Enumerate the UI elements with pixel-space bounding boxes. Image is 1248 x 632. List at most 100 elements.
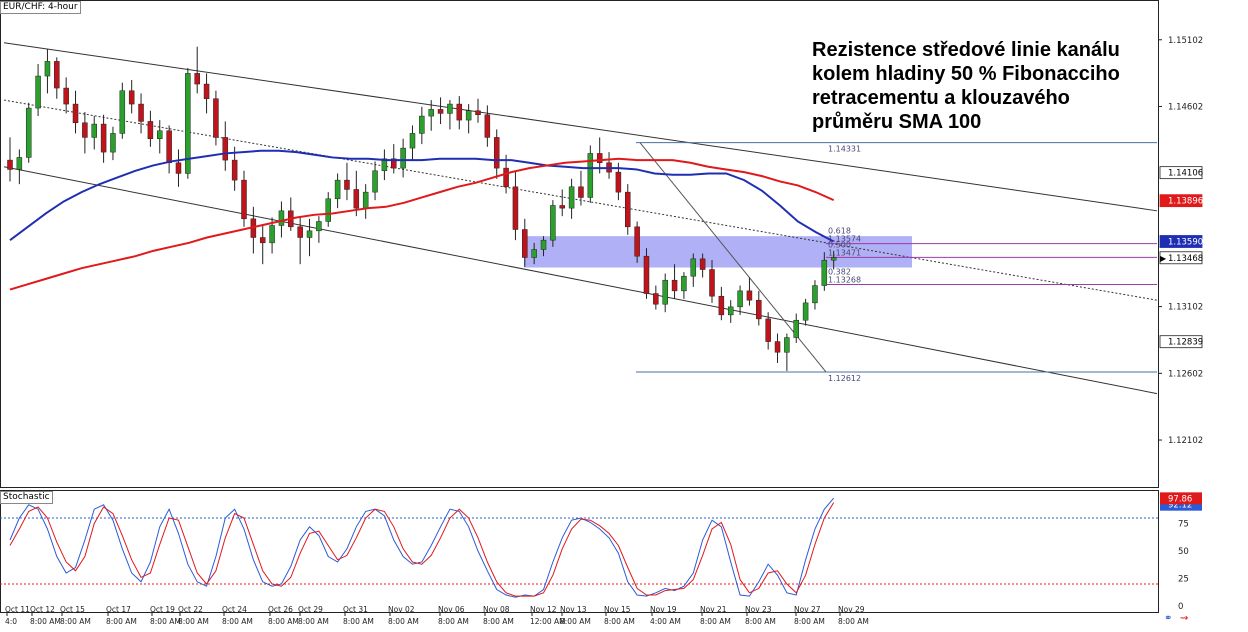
x-subtick-label: 8:00 AM [438, 617, 469, 626]
zone-layer [524, 236, 912, 268]
candle-body [550, 205, 556, 241]
stochastic-layer [0, 497, 1158, 598]
candle-body [372, 170, 378, 193]
candle-body [35, 75, 41, 109]
candle-body [540, 239, 547, 250]
y-tick-label: 1.13102 [1168, 303, 1203, 313]
x-subtick-label: 8:00 AM [150, 617, 181, 626]
candle-body [203, 83, 210, 99]
candle-body [100, 123, 107, 153]
stochastic-value-box [1160, 492, 1202, 505]
candle-body [821, 259, 828, 286]
candle-body [746, 290, 753, 301]
candle-body [72, 103, 79, 124]
annotation-line: průměru SMA 100 [812, 111, 982, 133]
x-tick-label: Oct 17 [106, 605, 131, 614]
x-subtick-label: 8:00 AM [298, 617, 329, 626]
candle-body [44, 61, 51, 77]
candle-body [316, 221, 322, 232]
price-tag-box [1159, 235, 1203, 248]
x-tick-label: Nov 02 [388, 605, 415, 614]
candle-body [662, 279, 668, 305]
candle-body [447, 103, 453, 114]
x-tick-label: Oct 12 [30, 605, 55, 614]
price-tag-label: 1.12839 [1168, 338, 1203, 348]
stochastic-title: Stochastic [0, 491, 53, 504]
x-subtick-label: 4:0 [5, 617, 17, 626]
x-subtick-label: 8:00 AM [178, 617, 209, 626]
candle-body [128, 90, 135, 105]
price-panel-frame [0, 0, 1159, 488]
candle-body [362, 191, 369, 209]
price-tag-box [1159, 194, 1203, 208]
x-tick-label: Nov 06 [438, 605, 465, 614]
stochastic-tick-label: 25 [1178, 575, 1189, 585]
price-tag-box [1159, 166, 1203, 180]
candle-body [578, 186, 584, 198]
channel-upper-line [3, 42, 1158, 212]
x-tick-label: Nov 21 [700, 605, 727, 614]
candle-body [690, 258, 697, 277]
x-subtick-label: 8:00 AM [483, 617, 514, 626]
y-tick-label: 1.12602 [1168, 369, 1203, 379]
candle-body [269, 225, 275, 244]
candle-body [568, 186, 575, 209]
x-subtick-label: 8:00 AM [60, 617, 91, 626]
candle-body [737, 290, 743, 308]
candle-body [774, 341, 781, 353]
x-subtick-label: 8:00 AM [838, 617, 869, 626]
candle-body [297, 226, 303, 238]
candle-body [231, 159, 238, 181]
candle-body [409, 133, 416, 149]
x-tick-label: Oct 31 [343, 605, 368, 614]
stochastic-tick-label: 0 [1178, 602, 1183, 612]
candle-body [428, 109, 434, 117]
candle-body [110, 133, 116, 153]
x-subtick-label: 8:00 AM [343, 617, 374, 626]
candle-body [559, 205, 565, 209]
candle-body [259, 237, 266, 244]
candle-body [625, 191, 631, 228]
fib-price-label: 1.12612 [828, 374, 861, 383]
candle-body [91, 123, 97, 138]
candle-body [306, 230, 313, 238]
candle-body [465, 110, 472, 121]
x-tick-label: Nov 13 [560, 605, 587, 614]
candle-body [63, 87, 69, 105]
close-chart-icon[interactable]: ⇝ [1180, 613, 1189, 624]
candle-body [185, 73, 191, 174]
stochastic-value-label: 92.12 [1168, 501, 1192, 511]
x-tick-label: Nov 23 [745, 605, 772, 614]
stochastic-panel-frame [0, 490, 1159, 613]
y-tick-label: 1.14602 [1168, 102, 1203, 112]
candle-body [653, 293, 659, 305]
candle-body [353, 189, 360, 209]
x-tick-label: Oct 19 [150, 605, 175, 614]
candle-body [325, 198, 331, 222]
candle-body [522, 229, 528, 258]
candle-body [709, 269, 715, 297]
price-tag-label: 1.14106 [1168, 169, 1203, 179]
channel-lower-line [3, 166, 1158, 395]
annotation-line: kolem hladiny 50 % Fibonacciho [812, 63, 1120, 85]
candle-body [157, 130, 163, 140]
x-subtick-label: 8:00 AM [700, 617, 731, 626]
x-subtick-label: 8:00 AM [560, 617, 591, 626]
candle-body [765, 318, 771, 342]
price-tag-box [1159, 335, 1203, 349]
fib-ratio-label: 0.618 [828, 227, 851, 236]
x-tick-label: Oct 22 [178, 605, 203, 614]
x-tick-label: Oct 15 [60, 605, 85, 614]
moving-average-layer [9, 149, 835, 291]
x-subtick-label: 8:00 AM [268, 617, 299, 626]
price-tag-label: 1.13468 [1168, 254, 1203, 264]
settings-icon[interactable]: ⚭ [1164, 613, 1173, 624]
candle-body [241, 179, 247, 220]
x-tick-label: Oct 29 [298, 605, 323, 614]
candle-body [793, 319, 799, 338]
candle-body [493, 137, 500, 169]
annotation-line: Rezistence středové linie kanálu [812, 39, 1120, 61]
price-tag-label: 1.13896 [1168, 197, 1203, 207]
candle-body [681, 275, 687, 292]
